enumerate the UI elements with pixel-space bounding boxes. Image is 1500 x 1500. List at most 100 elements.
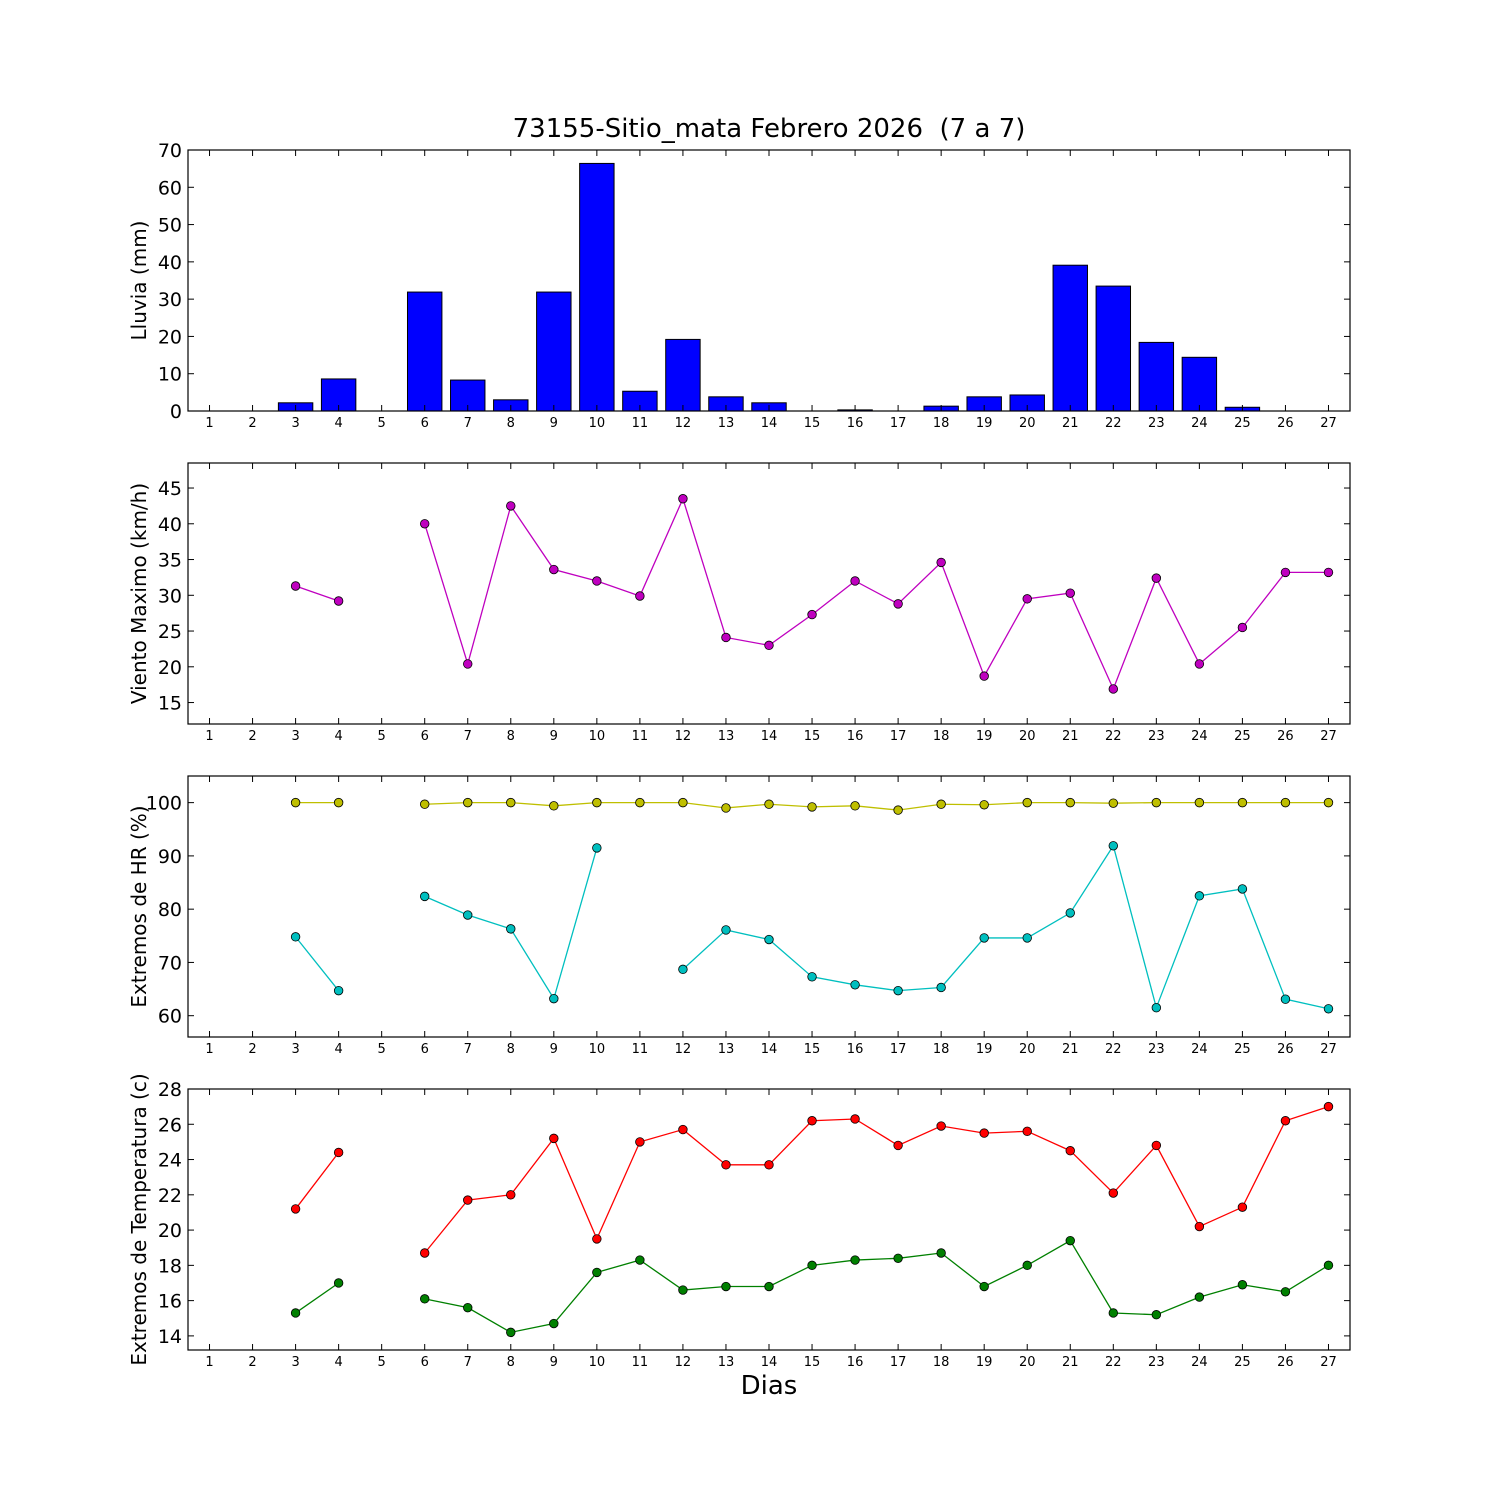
y-tick-label: 22	[158, 1185, 182, 1207]
x-tick-label: 15	[804, 729, 821, 744]
x-tick-label: 4	[334, 416, 342, 431]
series-1-point-day-3	[290, 581, 301, 591]
series-2-point-day-19	[979, 1281, 989, 1292]
series-1-point-day-20	[1022, 797, 1032, 808]
x-tick-label: 11	[632, 1042, 649, 1057]
series-2-line	[295, 936, 340, 992]
x-tick-label: 15	[804, 416, 821, 431]
y-tick-label: 40	[158, 252, 182, 274]
x-tick-label: 4	[334, 1042, 342, 1057]
y-axis-label: Viento Maximo (km/h)	[127, 483, 151, 704]
series-1-point-day-12	[678, 797, 688, 808]
series-2-point-day-17	[893, 1253, 903, 1263]
series-2-point-day-16	[850, 980, 860, 990]
series-2-point-day-4	[333, 985, 344, 996]
x-tick-label: 24	[1191, 1355, 1208, 1370]
x-tick-label: 6	[421, 416, 429, 431]
series-1-point-day-10	[592, 797, 602, 808]
x-tick-label: 11	[632, 416, 649, 431]
series-1-line	[424, 496, 1329, 691]
series-1-point-day-11	[635, 1137, 645, 1147]
series-1-point-day-26	[1280, 567, 1291, 578]
axes-frame	[187, 1088, 1351, 1351]
subplot-3: 1 2 3 4 5 6 7 8 9 10 11 12 13 14 15 16 17 18 19 20 21 22 23 24 2…	[127, 775, 1351, 1057]
series-2-line	[424, 1239, 1329, 1334]
series-2-line	[424, 847, 598, 1001]
series-2-point-day-15	[807, 1260, 817, 1271]
series-1-point-day-13	[721, 1160, 731, 1170]
series-1-point-day-20	[1022, 594, 1032, 604]
series-2-point-day-20	[1022, 1260, 1032, 1271]
x-tick-label: 5	[378, 729, 386, 744]
x-tick-label: 27	[1320, 416, 1337, 431]
x-tick-label: 23	[1148, 1042, 1165, 1057]
series-1-point-day-3	[290, 797, 301, 808]
x-tick-label: 7	[464, 1355, 472, 1370]
series-1-point-day-18	[936, 557, 946, 568]
series-1-point-day-16	[850, 801, 860, 811]
x-tick-label: 12	[675, 416, 692, 431]
series-1-line	[424, 801, 1329, 811]
x-tick-label: 25	[1234, 416, 1251, 431]
x-tick-label: 12	[675, 729, 692, 744]
series-2-point-day-25	[1237, 884, 1248, 894]
x-tick-label: 17	[890, 1355, 907, 1370]
x-tick-label: 18	[933, 416, 950, 431]
x-tick-label: 26	[1277, 1355, 1294, 1370]
x-tick-label: 27	[1320, 729, 1337, 744]
x-tick-label: 22	[1105, 1355, 1122, 1370]
y-tick-label: 18	[158, 1255, 182, 1277]
series-1-point-day-4	[333, 797, 344, 808]
x-tick-label: 14	[761, 416, 778, 431]
x-tick-label: 16	[847, 1042, 864, 1057]
series-1-point-day-17	[893, 599, 903, 609]
x-tick-label: 5	[378, 416, 386, 431]
series-2-point-day-8	[506, 924, 516, 934]
x-tick-label: 10	[589, 416, 606, 431]
y-tick-label: 15	[158, 693, 182, 715]
x-tick-label: 23	[1148, 729, 1165, 744]
y-tick-label: 60	[158, 1006, 182, 1028]
series-1-point-day-20	[1022, 1126, 1032, 1137]
x-tick-label: 9	[550, 416, 558, 431]
x-tick-label: 26	[1277, 729, 1294, 744]
x-tick-label: 3	[291, 1355, 299, 1370]
series-2-point-day-26	[1280, 994, 1291, 1004]
series-1-point-day-15	[807, 1116, 817, 1126]
series-1-point-day-15	[807, 802, 817, 812]
series-2-point-day-22	[1108, 841, 1118, 851]
y-tick-label: 16	[158, 1291, 182, 1313]
series-1-point-day-17	[893, 1140, 903, 1151]
series-1-point-day-16	[850, 1114, 860, 1124]
series-1-point-day-13	[721, 803, 731, 813]
x-tick-label: 3	[291, 729, 299, 744]
series-1-point-day-9	[549, 1133, 559, 1144]
series-1-point-day-27	[1323, 797, 1334, 808]
axes-frame	[187, 775, 1351, 1038]
x-tick-label: 19	[976, 729, 993, 744]
x-tick-label: 14	[761, 1042, 778, 1057]
x-tick-label: 16	[847, 1355, 864, 1370]
series-2-line	[295, 1282, 340, 1314]
series-2-point-day-15	[807, 972, 817, 982]
x-tick-label: 10	[589, 1042, 606, 1057]
x-tick-label: 19	[976, 1355, 993, 1370]
x-tick-label: 21	[1062, 729, 1079, 744]
x-tick-label: 13	[718, 729, 735, 744]
x-tick-label: 24	[1191, 1042, 1208, 1057]
series-1-point-day-7	[463, 659, 473, 669]
series-1-point-day-26	[1280, 1116, 1291, 1126]
series-1-point-day-8	[506, 797, 516, 808]
bar-day-24	[1181, 356, 1218, 412]
x-tick-label: 11	[632, 729, 649, 744]
series-1-point-day-19	[979, 1128, 989, 1138]
x-tick-label: 15	[804, 1355, 821, 1370]
x-tick-label: 20	[1019, 416, 1036, 431]
x-tick-label: 3	[291, 416, 299, 431]
x-tick-label: 22	[1105, 416, 1122, 431]
series-1-point-day-4	[333, 596, 344, 606]
series-2-point-day-10	[592, 1267, 602, 1278]
x-tick-label: 25	[1234, 1355, 1251, 1370]
series-1-point-day-9	[549, 801, 559, 811]
